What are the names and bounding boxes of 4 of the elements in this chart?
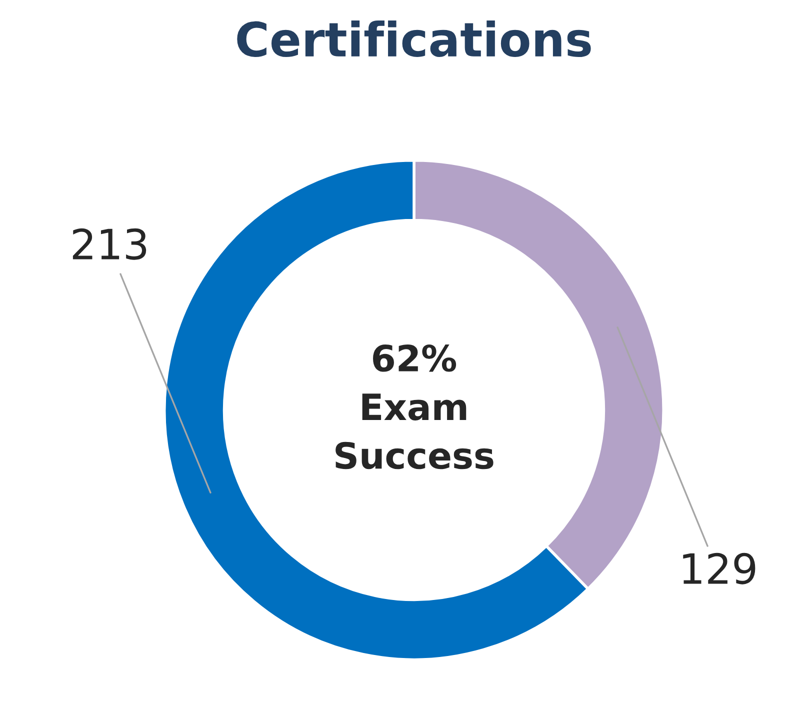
- data-label: 213: [72, 228, 146, 260]
- data-label: 129: [683, 552, 756, 584]
- chart-title: Certifications: [237, 20, 591, 58]
- text: 62% Exam Success: [336, 344, 494, 470]
